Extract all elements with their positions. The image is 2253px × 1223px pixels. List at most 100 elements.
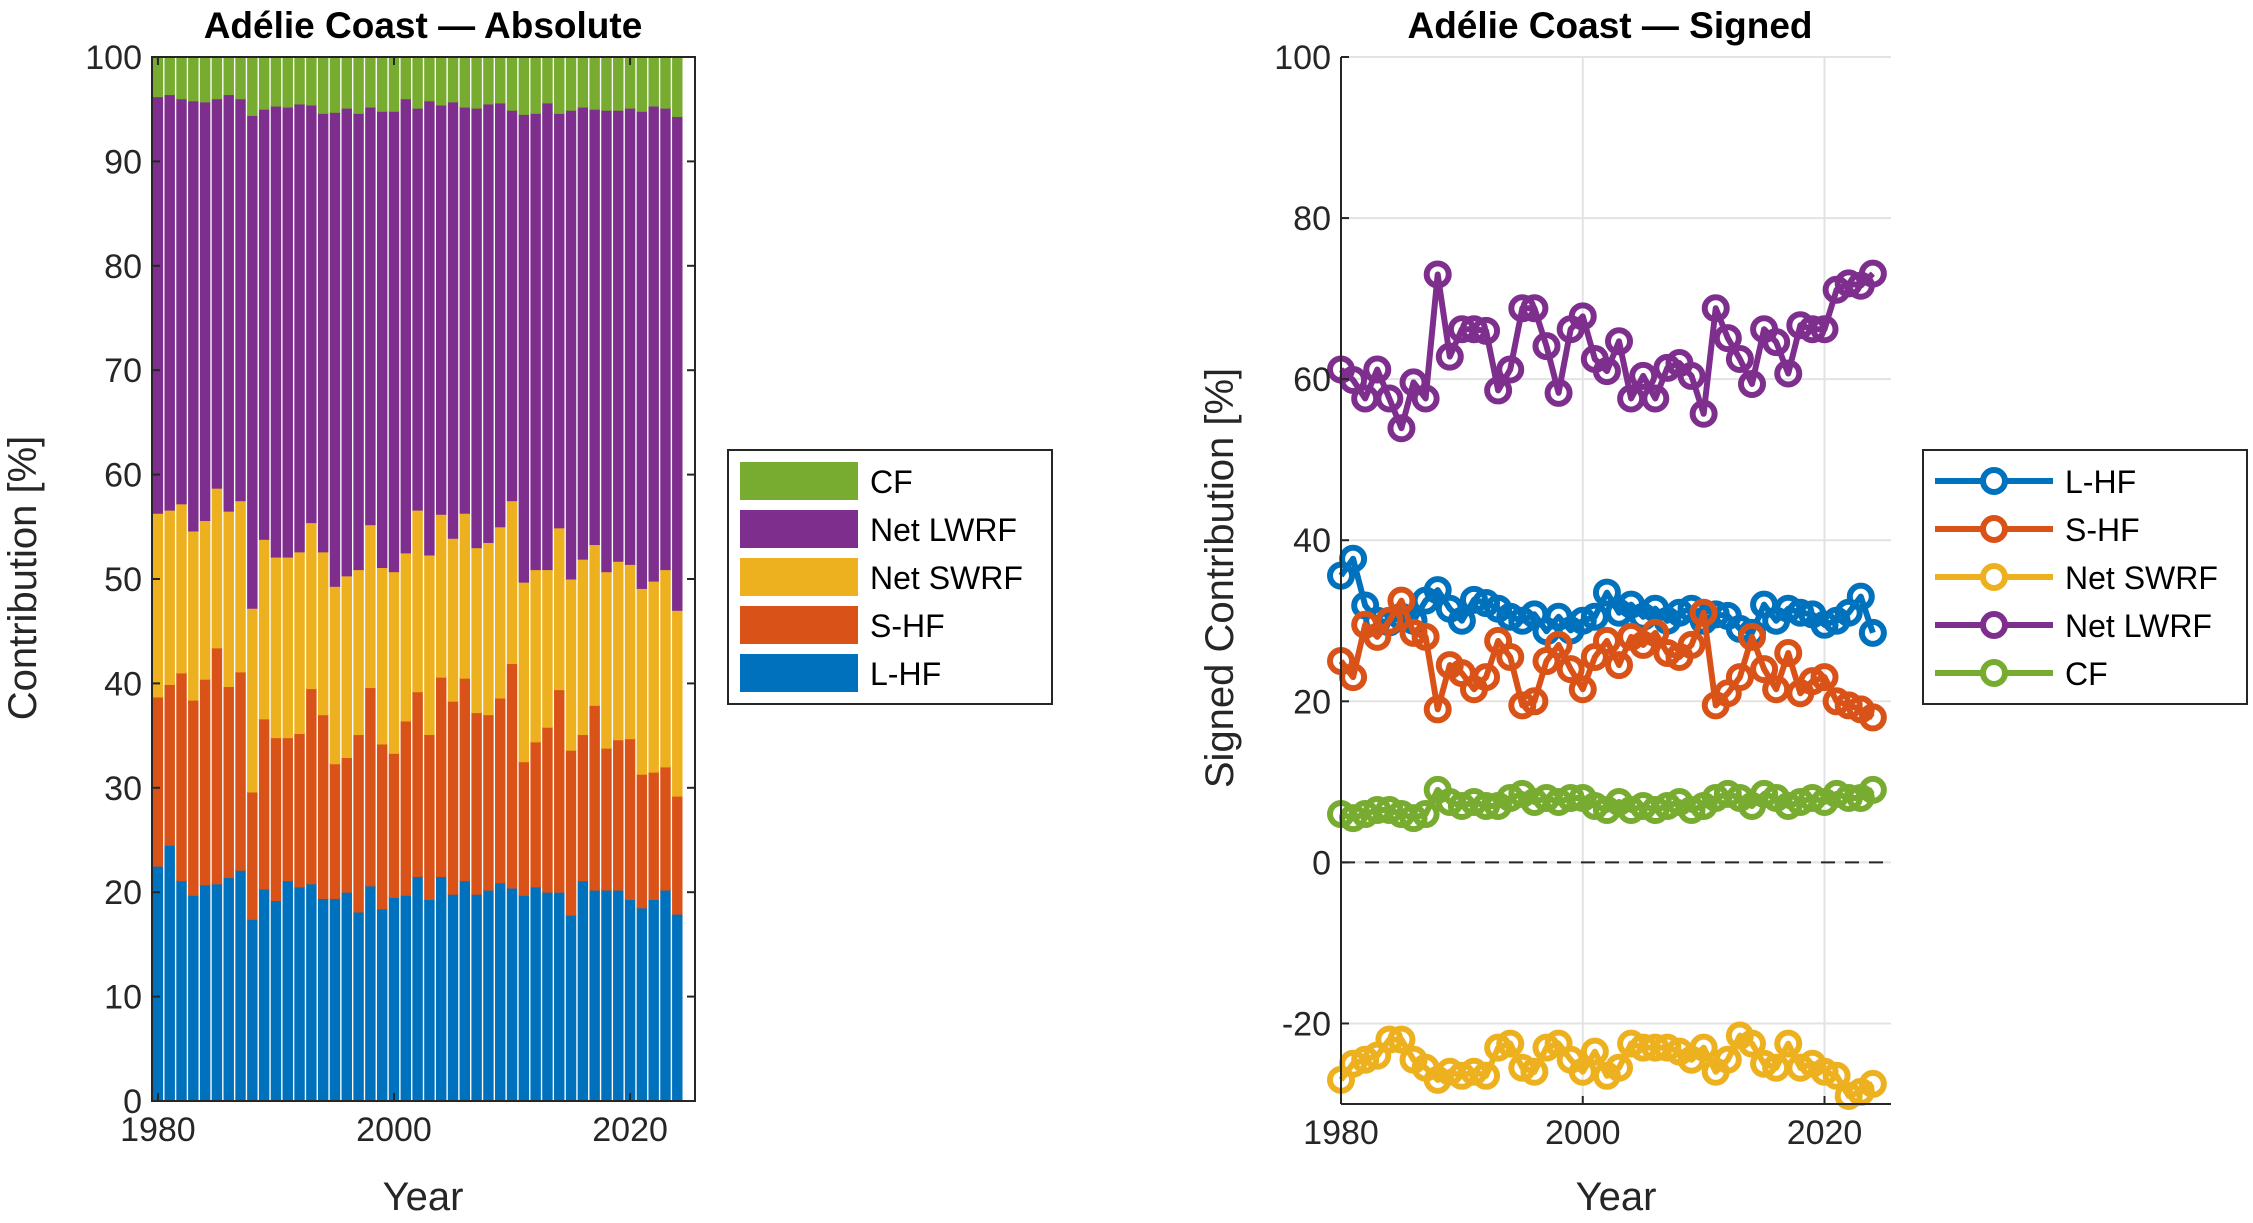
bar-net-lwrf-1981 [164, 94, 175, 511]
bar-l-hf-1998 [365, 885, 376, 1102]
marker-s-hf-1999 [1556, 655, 1585, 684]
bar-s-hf-2010 [506, 663, 518, 889]
right-y-axis-label: Signed Contribution [%] [1198, 368, 1242, 788]
marker-l-hf-2002 [1592, 578, 1621, 607]
marker-net-lwrf-1993 [1484, 376, 1513, 405]
bar-net-swrf-1988 [247, 607, 258, 793]
marker-cf-2024 [1858, 775, 1887, 804]
marker-net-lwrf-2012 [1713, 324, 1742, 353]
y-tick-label: 10 [104, 979, 142, 1017]
bar-cf-2016 [577, 56, 589, 108]
marker-net-lwrf-1988 [1423, 260, 1452, 289]
bar-net-lwrf-2005 [447, 101, 459, 539]
bar-cf-2005 [447, 56, 459, 103]
bar-cf-2012 [530, 56, 541, 114]
bar-l-hf-2016 [577, 880, 589, 1102]
bar-net-swrf-2006 [459, 512, 471, 679]
marker-l-hf-2018 [1786, 598, 1815, 627]
bar-s-hf-2009 [495, 697, 506, 884]
marker-cf-1992 [1472, 792, 1501, 821]
bar-l-hf-2017 [589, 889, 600, 1102]
bar-s-hf-2018 [601, 747, 612, 891]
bar-cf-1986 [223, 56, 234, 96]
legend-swatch-cf [740, 462, 858, 500]
bar-s-hf-2017 [589, 704, 600, 891]
bar-s-hf-1993 [306, 688, 317, 885]
bar-cf-1982 [176, 56, 187, 100]
left-legend[interactable]: CF Net LWRF Net SWRF S-HF L-HF [727, 449, 1053, 705]
y-tick-label: 30 [104, 770, 142, 808]
bar-net-lwrf-2009 [495, 102, 506, 528]
bar-cf-2021 [636, 56, 648, 112]
bar-net-swrf-2016 [577, 558, 589, 736]
bar-net-lwrf-2018 [601, 109, 612, 573]
bar-net-swrf-2007 [471, 547, 482, 714]
marker-net-lwrf-1987 [1411, 384, 1440, 413]
bar-net-swrf-2008 [483, 541, 494, 716]
bar-net-lwrf-2014 [554, 112, 565, 529]
bar-l-hf-1996 [341, 891, 352, 1102]
legend-swatch-net-swrf [740, 558, 858, 596]
bar-net-swrf-2005 [447, 537, 459, 702]
bar-cf-1991 [282, 56, 293, 108]
bar-l-hf-1992 [294, 886, 305, 1102]
bar-cf-1984 [199, 56, 211, 103]
bar-net-lwrf-1980 [152, 96, 164, 514]
marker-net-swrf-2024 [1858, 1069, 1887, 1098]
marker-net-lwrf-2005 [1629, 361, 1658, 390]
marker-l-hf-1981 [1339, 544, 1368, 573]
bar-cf-1992 [294, 56, 305, 105]
bar-s-hf-2021 [636, 773, 648, 909]
bar-net-swrf-1987 [235, 500, 246, 673]
y-tick-label: -20 [1282, 1005, 1331, 1043]
marker-s-hf-1996 [1520, 687, 1549, 716]
bar-net-swrf-2011 [518, 581, 530, 763]
marker-net-lwrf-2020 [1810, 315, 1839, 344]
bar-cf-2009 [495, 56, 506, 104]
bar-cf-2023 [660, 56, 671, 109]
right-legend[interactable]: L-HF S-HF Net SWRF Net LWRF CF [1922, 449, 2248, 705]
bar-l-hf-1985 [211, 883, 223, 1102]
bar-net-lwrf-1983 [188, 100, 199, 532]
bar-net-lwrf-2004 [435, 104, 447, 515]
bar-net-swrf-1981 [164, 509, 175, 685]
bar-s-hf-2003 [424, 734, 435, 901]
bar-cf-1987 [235, 56, 246, 100]
marker-s-hf-2009 [1677, 630, 1706, 659]
bar-net-swrf-2015 [565, 578, 577, 751]
bar-net-lwrf-2020 [624, 107, 636, 565]
bar-l-hf-2007 [471, 893, 482, 1102]
bar-net-lwrf-2006 [459, 106, 471, 514]
bar-s-hf-2019 [613, 739, 624, 891]
bar-net-lwrf-1998 [365, 106, 376, 526]
bar-net-lwrf-1988 [247, 114, 258, 609]
bar-net-lwrf-1991 [282, 106, 293, 558]
marker-net-lwrf-1985 [1387, 414, 1416, 443]
marker-net-lwrf-1989 [1435, 342, 1464, 371]
bar-l-hf-2010 [506, 887, 518, 1102]
bar-l-hf-2019 [613, 889, 624, 1102]
x-tick-label: 1980 [1303, 1114, 1379, 1152]
bar-l-hf-1982 [176, 880, 187, 1102]
bar-l-hf-2000 [388, 896, 400, 1102]
bar-net-lwrf-2007 [471, 107, 482, 549]
bar-cf-1993 [306, 56, 317, 106]
bar-s-hf-2020 [624, 738, 636, 901]
marker-net-swrf-2001 [1580, 1037, 1609, 1066]
bar-l-hf-1983 [188, 894, 199, 1102]
legend-label: S-HF [870, 608, 945, 644]
marker-s-hf-1992 [1472, 663, 1501, 692]
bar-l-hf-2018 [601, 889, 612, 1102]
bar-net-swrf-2012 [530, 569, 541, 743]
bar-cf-2024 [672, 56, 683, 118]
bar-l-hf-2014 [554, 891, 565, 1102]
marker-s-hf-1987 [1411, 622, 1440, 651]
bar-s-hf-1998 [365, 687, 376, 887]
bar-l-hf-2005 [447, 893, 459, 1102]
marker-net-lwrf-1992 [1472, 316, 1501, 345]
bar-cf-2000 [388, 56, 400, 112]
marker-net-swrf-1985 [1387, 1025, 1416, 1054]
x-tick-label: 2020 [592, 1111, 668, 1149]
bar-cf-2006 [459, 56, 471, 108]
